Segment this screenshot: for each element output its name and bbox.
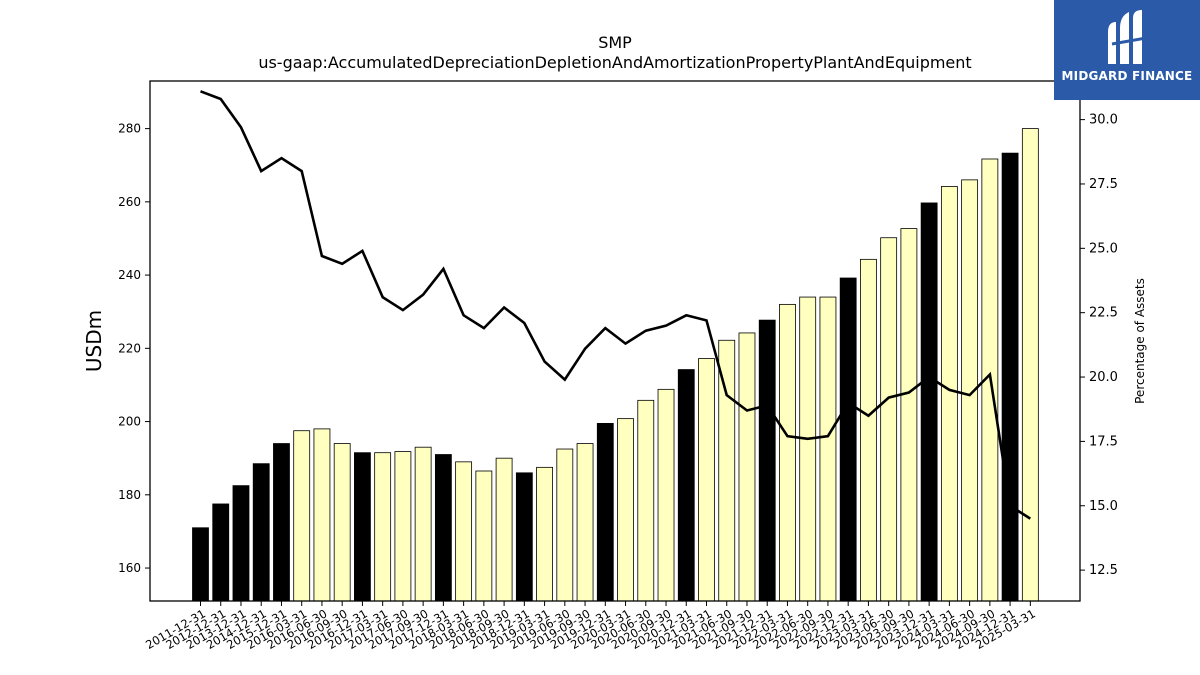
bar (475, 470, 493, 602)
y-tick-label: 200 (118, 415, 141, 429)
bar (333, 443, 351, 602)
bar (779, 303, 796, 602)
percentage-line-path (200, 90, 1031, 520)
bar (212, 503, 230, 602)
bar (273, 443, 290, 602)
bar (799, 296, 817, 602)
bar (394, 451, 412, 602)
y2-tick-label: 22.5 (1089, 306, 1118, 321)
bar (657, 388, 675, 602)
chart-subtitle: us-gaap:AccumulatedDepreciationDepletion… (258, 53, 971, 72)
logo-text: MIDGARD FINANCE (1061, 69, 1193, 83)
logo: MIDGARD FINANCE (1054, 0, 1200, 100)
y2-tick-label: 15.0 (1089, 499, 1118, 514)
y-axis-right: 12.5 15.0 17.5 20.0 22.5 25.0 27.5 30.0 (1080, 113, 1118, 578)
bar (556, 448, 574, 602)
bar (354, 452, 371, 602)
y-tick-label: 220 (118, 341, 141, 355)
bar (414, 446, 432, 602)
bar (677, 369, 695, 602)
bar (576, 443, 594, 602)
bar (455, 461, 473, 602)
bar (860, 258, 877, 602)
bar (920, 202, 938, 602)
bar (900, 228, 918, 602)
bar (596, 422, 614, 602)
y2-tick-label: 30.0 (1089, 113, 1118, 128)
bar (698, 358, 715, 602)
bar (940, 186, 958, 602)
y2-axis-label: Percentage of Assets (1133, 278, 1147, 404)
y-tick-label: 240 (118, 268, 141, 282)
bar (374, 452, 392, 602)
bar (880, 237, 898, 602)
midgard-logo-icon (1108, 10, 1147, 64)
y-tick-label: 260 (118, 195, 141, 209)
bar (1021, 128, 1039, 602)
y-axis-label: USDm (82, 310, 106, 372)
bar (434, 454, 452, 602)
chart-title: SMP (598, 33, 632, 52)
y2-tick-label: 27.5 (1089, 177, 1118, 192)
y-tick-label: 180 (118, 488, 141, 502)
bar (1001, 152, 1019, 602)
y-axis-left: 160 180 200 220 240 260 280 (118, 122, 150, 575)
y2-tick-label: 20.0 (1089, 370, 1118, 385)
bars (192, 128, 1039, 602)
y2-tick-label: 25.0 (1089, 241, 1118, 256)
y-tick-label: 160 (118, 561, 141, 575)
bar (313, 428, 331, 602)
bar (232, 485, 250, 602)
bar (738, 332, 756, 602)
bar (637, 399, 655, 602)
bar (495, 457, 513, 602)
bar (839, 277, 857, 602)
bar (252, 463, 270, 602)
bar (192, 527, 209, 602)
y2-tick-label: 12.5 (1089, 563, 1118, 578)
percentage-line (200, 90, 1031, 520)
bar (515, 472, 533, 602)
bar (536, 466, 553, 602)
plot-frame (149, 80, 1081, 602)
y2-tick-label: 17.5 (1089, 434, 1118, 449)
bar (617, 418, 634, 602)
bar (819, 296, 837, 602)
x-axis: 2011-12-312012-12-312013-12-312014-12-31… (143, 601, 1038, 652)
bar (293, 430, 311, 602)
y-tick-label: 280 (118, 122, 141, 136)
bar (758, 319, 776, 602)
